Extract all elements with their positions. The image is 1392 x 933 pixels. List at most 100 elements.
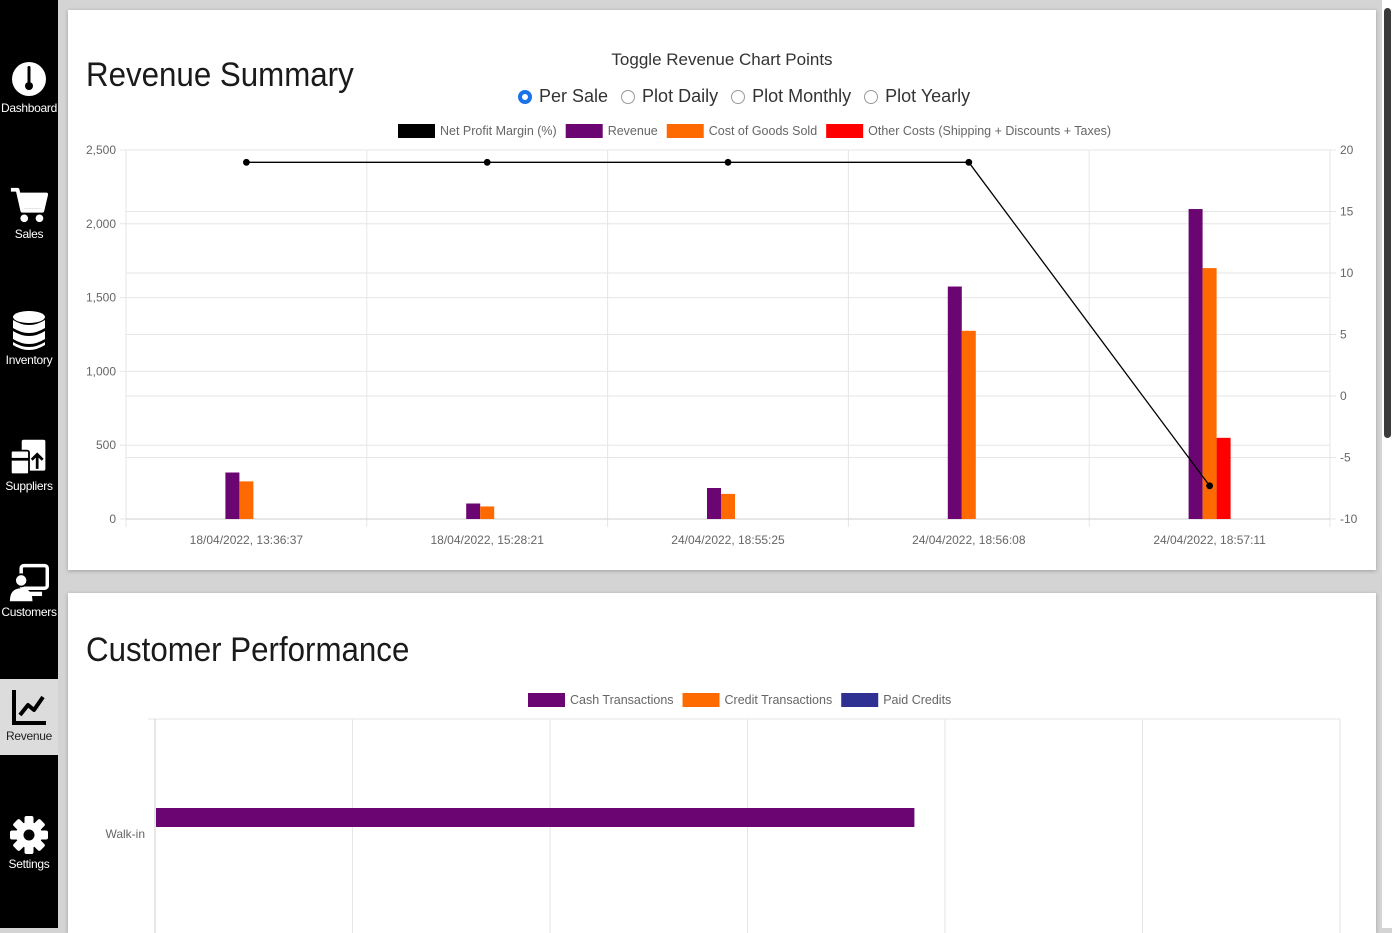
nav-dashboard[interactable]: Dashboard bbox=[0, 51, 58, 127]
legend-swatch bbox=[826, 124, 864, 138]
legend-label: Paid Credits bbox=[883, 693, 951, 707]
toggle-chart-points-label: Toggle Revenue Chart Points bbox=[611, 50, 833, 69]
line-point bbox=[1206, 482, 1213, 490]
y-tick-label: Walk-in bbox=[105, 827, 145, 841]
legend-label: Cash Transactions bbox=[570, 693, 674, 707]
radio-label: Plot Daily bbox=[642, 86, 719, 106]
database-icon bbox=[9, 309, 49, 353]
revenue-summary-title: Revenue Summary bbox=[86, 56, 354, 94]
line-point bbox=[724, 158, 732, 166]
bar bbox=[480, 506, 495, 519]
legend-swatch bbox=[682, 693, 720, 707]
profit-margin-line bbox=[246, 161, 1211, 487]
nav-inventory[interactable]: Inventory bbox=[0, 303, 58, 379]
legend-item: Other Costs (Shipping + Discounts + Taxe… bbox=[826, 124, 1111, 138]
bar bbox=[1202, 268, 1217, 519]
y-left-tick-label: 1,500 bbox=[86, 291, 116, 305]
radio-label: Plot Yearly bbox=[885, 86, 971, 106]
x-tick-label: 18/04/2022, 15:28:21 bbox=[430, 533, 544, 547]
x-tick-label: 24/04/2022, 18:55:25 bbox=[671, 533, 785, 547]
bar bbox=[961, 330, 976, 519]
legend-item: Paid Credits bbox=[841, 693, 951, 707]
customer-icon bbox=[9, 561, 49, 605]
legend-item: Cash Transactions bbox=[528, 693, 674, 707]
customer-performance-card: Customer Performance Cash Transactions Cr… bbox=[68, 593, 1376, 933]
legend-label: Other Costs (Shipping + Discounts + Taxe… bbox=[868, 124, 1111, 138]
y-left-tick-label: 500 bbox=[96, 438, 116, 452]
y-left-tick-label: 2,500 bbox=[86, 143, 116, 157]
scrollbar-track[interactable] bbox=[1382, 0, 1392, 928]
x-tick-label: 24/04/2022, 18:56:08 bbox=[912, 533, 1026, 547]
y-right-tick-label: 20 bbox=[1340, 143, 1354, 157]
legend-swatch bbox=[841, 693, 879, 707]
bar bbox=[1216, 437, 1231, 519]
nav-settings[interactable]: Settings bbox=[0, 807, 58, 883]
legend-swatch bbox=[398, 124, 435, 138]
radio-button[interactable] bbox=[518, 89, 532, 104]
bar bbox=[225, 472, 240, 519]
radio-option[interactable]: Plot Daily bbox=[621, 86, 718, 107]
line-point bbox=[965, 158, 973, 166]
y-left-tick-label: 1,000 bbox=[86, 364, 116, 378]
y-right-tick-label: -10 bbox=[1340, 512, 1358, 526]
y-left-tick-label: 2,000 bbox=[86, 217, 116, 231]
bar bbox=[239, 481, 254, 519]
radio-option[interactable]: Plot Yearly bbox=[864, 86, 970, 107]
radio-button[interactable] bbox=[621, 89, 636, 104]
legend-label: Credit Transactions bbox=[725, 693, 833, 707]
nav-label: Sales bbox=[14, 227, 44, 241]
nav-label: Revenue bbox=[6, 729, 52, 743]
nav-label: Inventory bbox=[5, 353, 53, 367]
bar bbox=[707, 488, 721, 519]
legend-label: Cost of Goods Sold bbox=[709, 124, 817, 138]
customer-performance-title: Customer Performance bbox=[86, 631, 410, 669]
radio-label: Per Sale bbox=[539, 86, 609, 106]
sidebar: Dashboard Sales Inventory Suppliers Customer… bbox=[0, 0, 58, 928]
legend-swatch bbox=[666, 124, 704, 138]
legend-swatch bbox=[565, 124, 603, 138]
nav-label: Dashboard bbox=[0, 101, 57, 115]
bar bbox=[721, 493, 735, 519]
line-point bbox=[243, 158, 250, 166]
y-right-tick-label: 0 bbox=[1340, 389, 1347, 403]
gear-icon bbox=[9, 813, 49, 857]
legend-item: Revenue bbox=[565, 124, 658, 138]
supplier-icon bbox=[9, 435, 49, 479]
nav-label: Customers bbox=[1, 605, 57, 619]
radio-button[interactable] bbox=[731, 89, 746, 104]
legend-item: Cost of Goods Sold bbox=[666, 124, 817, 138]
nav-label: Settings bbox=[8, 857, 50, 871]
chart-points-radio-group: Per Sale Plot Daily Plot Monthly Plot Yearl… bbox=[518, 86, 983, 107]
chart-line-icon bbox=[9, 685, 49, 729]
cart-icon bbox=[9, 183, 49, 227]
legend-swatch bbox=[528, 693, 565, 707]
line-point bbox=[483, 158, 491, 166]
x-tick-label: 24/04/2022, 18:57:11 bbox=[1153, 533, 1266, 547]
y-right-tick-label: 15 bbox=[1340, 205, 1354, 219]
customer-chart: Cash Transactions Credit Transactions Paid… bbox=[105, 693, 1341, 933]
nav-revenue[interactable]: Revenue bbox=[0, 679, 58, 755]
y-left-tick-label: 0 bbox=[109, 512, 116, 526]
bar bbox=[466, 503, 481, 519]
nav-label: Suppliers bbox=[5, 479, 53, 493]
radio-button[interactable] bbox=[864, 89, 879, 104]
thermometer-icon bbox=[9, 57, 49, 101]
bar bbox=[947, 286, 962, 519]
nav-suppliers[interactable]: Suppliers bbox=[0, 429, 58, 505]
scrollbar-thumb[interactable] bbox=[1384, 8, 1391, 438]
legend-item: Net Profit Margin (%) bbox=[398, 124, 557, 138]
radio-option[interactable]: Plot Monthly bbox=[731, 86, 851, 107]
x-tick-label: 18/04/2022, 13:36:37 bbox=[190, 533, 304, 547]
radio-option[interactable]: Per Sale bbox=[518, 86, 608, 107]
legend-item: Credit Transactions bbox=[682, 693, 833, 707]
y-right-tick-label: 5 bbox=[1340, 328, 1347, 342]
bar bbox=[1188, 209, 1203, 520]
legend-label: Net Profit Margin (%) bbox=[440, 124, 557, 138]
nav-sales[interactable]: Sales bbox=[0, 177, 58, 253]
revenue-summary-card: Revenue Summary Toggle Revenue Chart Poi… bbox=[68, 10, 1376, 570]
y-right-tick-label: 10 bbox=[1340, 266, 1354, 280]
radio-label: Plot Monthly bbox=[752, 86, 852, 106]
nav-customers[interactable]: Customers bbox=[0, 555, 58, 631]
bar bbox=[156, 808, 915, 827]
legend-label: Revenue bbox=[608, 124, 658, 138]
